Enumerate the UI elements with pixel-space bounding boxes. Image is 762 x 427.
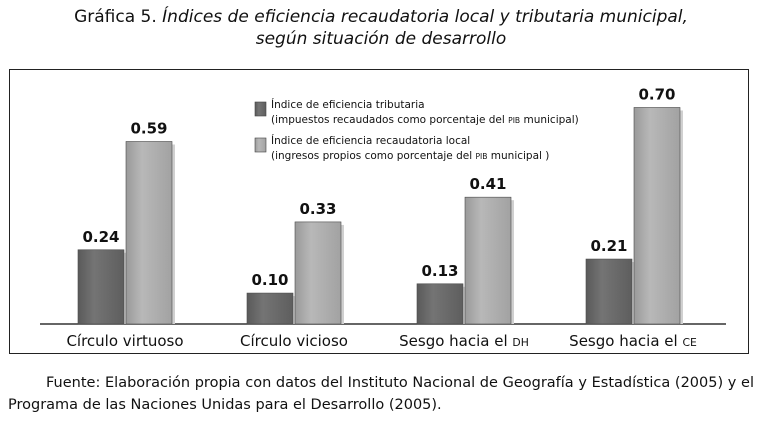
x-tick-label: Círculo vicioso	[240, 332, 348, 350]
chart-title: Gráfica 5. Índices de eficiencia recauda…	[0, 6, 762, 50]
source-note-text: Fuente: Elaboración propia con datos del…	[8, 375, 754, 413]
bar-tributaria-2	[416, 283, 464, 325]
bar-tributaria-0	[77, 249, 125, 325]
legend-swatch	[254, 137, 267, 153]
bar-recaudatoria-2	[464, 196, 512, 325]
chart-title-number: Gráfica 5.	[74, 7, 157, 27]
legend-label: (ingresos propios como porcentaje del PI…	[271, 150, 549, 162]
bar-tributaria-3	[585, 258, 633, 325]
bar-value-label: 0.70	[638, 85, 675, 103]
bar-value-label: 0.41	[469, 175, 506, 193]
chart-frame: 0.24 0.59 Círculo virtuoso 0.10 0.33 Círculo …	[9, 69, 749, 354]
chart-title-line2: según situación de desarrollo	[255, 29, 507, 49]
x-tick-label: Círculo virtuoso	[66, 332, 183, 350]
chart-title-text: Índices de eficiencia recaudatoria local…	[162, 7, 688, 27]
legend-label: (impuestos recaudados como porcentaje de…	[271, 114, 579, 126]
bar-value-label: 0.21	[590, 237, 627, 255]
bar-tributaria-1	[246, 292, 294, 325]
bar-recaudatoria-1	[294, 221, 342, 325]
source-note: Fuente: Elaboración propia con datos del…	[8, 372, 754, 416]
bar-chart: 0.24 0.59 Círculo virtuoso 0.10 0.33 Círculo …	[40, 85, 726, 350]
bar-value-label: 0.33	[299, 200, 336, 218]
legend-label: Índice de eficiencia recaudatoria local	[271, 134, 470, 147]
x-tick-label: Sesgo hacia el CE	[569, 332, 697, 350]
legend-label: Índice de eficiencia tributaria	[271, 98, 425, 111]
bar-recaudatoria-3	[633, 107, 681, 325]
bar-value-label: 0.13	[421, 262, 458, 280]
bar-value-label: 0.10	[251, 271, 288, 289]
bar-value-label: 0.24	[82, 228, 119, 246]
bar-value-label: 0.59	[130, 119, 167, 137]
x-tick-label: Sesgo hacia el DH	[399, 332, 529, 350]
legend-swatch	[254, 101, 267, 117]
bar-recaudatoria-0	[125, 141, 173, 325]
